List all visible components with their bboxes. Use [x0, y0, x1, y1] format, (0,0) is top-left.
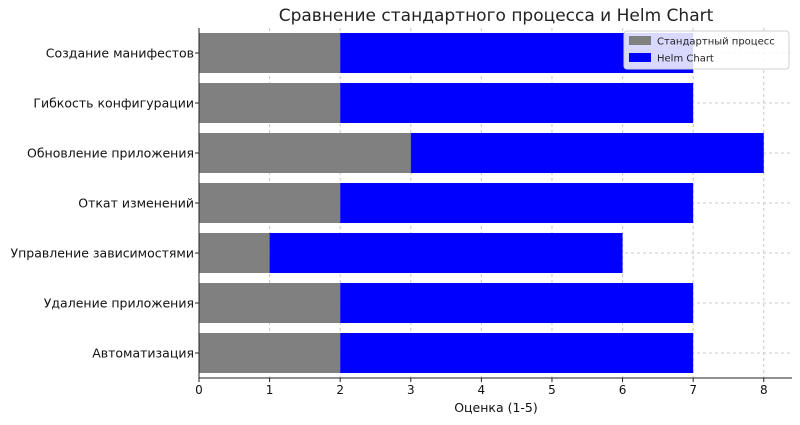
legend-swatch-standard — [629, 36, 651, 45]
x-tick-label: 1 — [266, 383, 274, 397]
x-tick-label: 7 — [689, 383, 697, 397]
bar-standard-6 — [199, 33, 341, 73]
category-label: Гибкость конфигурации — [33, 96, 194, 111]
x-tick-label: 5 — [548, 383, 556, 397]
x-tick-label: 0 — [195, 383, 203, 397]
x-tick-label: 6 — [619, 383, 627, 397]
category-label: Откат изменений — [78, 196, 194, 211]
x-tick-label: 2 — [336, 383, 344, 397]
x-ticks: 0 1 2 3 4 5 6 7 8 — [195, 378, 768, 397]
bar-standard-5 — [199, 83, 341, 123]
category-label: Управление зависимостями — [11, 246, 195, 261]
legend-box — [623, 30, 790, 70]
x-axis-label: Оценка (1-5) — [454, 400, 538, 415]
category-label: Обновление приложения — [27, 146, 194, 161]
bar-helm-0 — [340, 333, 694, 373]
bars — [199, 33, 764, 373]
bar-standard-3 — [199, 183, 341, 223]
bar-standard-0 — [199, 333, 341, 373]
bar-helm-3 — [340, 183, 694, 223]
category-label: Создание манифестов — [46, 46, 194, 61]
legend: Стандартный процесс Helm Chart — [623, 30, 790, 70]
legend-label-standard: Стандартный процесс — [657, 37, 775, 48]
category-label: Автоматизация — [92, 346, 194, 361]
legend-swatch-helm — [629, 53, 651, 62]
bar-standard-1 — [199, 283, 341, 323]
x-tick-label: 3 — [407, 383, 415, 397]
bar-helm-2 — [269, 233, 623, 273]
bar-helm-5 — [340, 83, 694, 123]
x-tick-label: 4 — [478, 383, 486, 397]
bar-standard-2 — [199, 233, 270, 273]
category-labels: Автоматизация Удаление приложения Управлен… — [11, 46, 199, 361]
x-tick-label: 8 — [760, 383, 768, 397]
bar-helm-1 — [340, 283, 694, 323]
bar-standard-4 — [199, 133, 411, 173]
category-label: Удаление приложения — [44, 296, 194, 311]
legend-label-helm: Helm Chart — [657, 54, 714, 65]
chart-title: Сравнение стандартного процесса и Helm C… — [279, 6, 714, 26]
bar-helm-4 — [410, 133, 764, 173]
